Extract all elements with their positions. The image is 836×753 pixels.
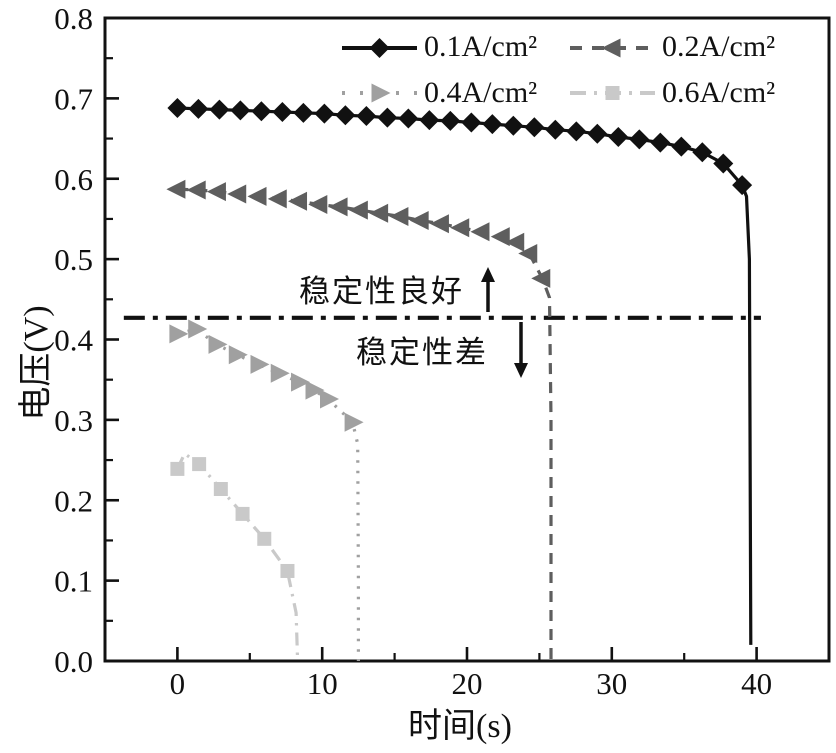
series-marker-1 bbox=[531, 268, 551, 288]
series-marker-1 bbox=[288, 191, 308, 211]
series-marker-0 bbox=[377, 107, 398, 128]
series-line-3 bbox=[175, 451, 300, 662]
annotation-stability-good: 稳定性良好 bbox=[299, 274, 464, 309]
series-marker-3 bbox=[213, 481, 228, 496]
series-marker-0 bbox=[671, 136, 692, 157]
series-marker-1 bbox=[328, 197, 348, 217]
y-tick-label: 0.2 bbox=[54, 483, 93, 518]
series-marker-1 bbox=[490, 227, 510, 247]
series-marker-0 bbox=[188, 98, 209, 119]
x-tick-label: 10 bbox=[307, 666, 338, 701]
series-marker-0 bbox=[167, 98, 188, 119]
y-tick-label: 0.8 bbox=[54, 1, 93, 36]
y-tick-label: 0.0 bbox=[54, 644, 93, 679]
series-marker-0 bbox=[440, 110, 461, 131]
series-marker-1 bbox=[505, 232, 525, 252]
series-marker-2 bbox=[305, 380, 325, 400]
series-marker-0 bbox=[524, 117, 545, 138]
series-marker-0 bbox=[230, 100, 251, 121]
series-marker-0 bbox=[419, 110, 440, 131]
series-marker-0 bbox=[587, 123, 608, 144]
series-marker-1 bbox=[267, 189, 287, 209]
legend-label-0p2: 0.2A/cm² bbox=[662, 30, 776, 63]
x-tick-label: 20 bbox=[452, 666, 483, 701]
series-marker-0 bbox=[503, 115, 524, 136]
series-marker-0 bbox=[545, 119, 566, 140]
series-marker-0 bbox=[314, 103, 335, 124]
series-marker-2 bbox=[250, 354, 270, 374]
series-marker-1 bbox=[348, 200, 368, 220]
series-marker-0 bbox=[356, 106, 377, 127]
legend-sample-marker-2 bbox=[371, 83, 391, 103]
y-tick-label: 0.4 bbox=[54, 323, 93, 358]
series-marker-3 bbox=[192, 457, 207, 472]
series-marker-0 bbox=[335, 105, 356, 126]
x-axis-title: 时间(s) bbox=[408, 708, 512, 745]
series-marker-3 bbox=[280, 563, 295, 578]
series-marker-1 bbox=[308, 194, 328, 214]
legend-sample-marker-1 bbox=[601, 38, 621, 58]
y-axis-title: 电压(V) bbox=[18, 305, 55, 421]
legend-label-0p4: 0.4A/cm² bbox=[424, 76, 538, 109]
series-marker-0 bbox=[713, 153, 734, 174]
series-marker-0 bbox=[209, 99, 230, 120]
x-tick-label: 0 bbox=[170, 666, 186, 701]
series-marker-0 bbox=[608, 126, 629, 147]
series-marker-1 bbox=[206, 182, 226, 202]
x-tick-label: 40 bbox=[741, 666, 772, 701]
series-marker-1 bbox=[389, 207, 409, 227]
series-marker-1 bbox=[409, 211, 429, 231]
series-marker-0 bbox=[251, 101, 272, 122]
series-marker-2 bbox=[291, 372, 311, 392]
y-tick-label: 0.6 bbox=[54, 162, 93, 197]
series-marker-1 bbox=[429, 214, 449, 234]
series-marker-0 bbox=[293, 102, 314, 123]
series-marker-3 bbox=[170, 461, 185, 476]
series-marker-0 bbox=[398, 108, 419, 129]
series-marker-2 bbox=[188, 319, 208, 339]
series-marker-0 bbox=[650, 132, 671, 153]
legend-label-0p6: 0.6A/cm² bbox=[662, 76, 776, 109]
series-marker-1 bbox=[450, 218, 470, 238]
series-marker-2 bbox=[169, 324, 189, 344]
series-marker-1 bbox=[470, 222, 490, 242]
up-arrow-icon bbox=[481, 267, 495, 282]
series-marker-1 bbox=[186, 180, 206, 200]
y-tick-label: 0.3 bbox=[54, 403, 93, 438]
series-marker-1 bbox=[369, 203, 389, 223]
series-marker-3 bbox=[257, 531, 272, 546]
legend-sample-marker-0 bbox=[369, 38, 390, 58]
series-marker-2 bbox=[228, 345, 248, 365]
series-marker-1 bbox=[166, 179, 186, 199]
series-marker-0 bbox=[461, 112, 482, 133]
down-arrow-icon bbox=[514, 363, 528, 378]
series-marker-2 bbox=[344, 412, 364, 432]
series-marker-0 bbox=[566, 121, 587, 142]
y-tick-label: 0.7 bbox=[54, 81, 93, 116]
y-tick-label: 0.1 bbox=[54, 564, 93, 599]
series-marker-2 bbox=[319, 389, 339, 409]
x-tick-label: 30 bbox=[596, 666, 627, 701]
series-marker-2 bbox=[270, 363, 290, 383]
series-marker-0 bbox=[732, 175, 753, 196]
series-marker-1 bbox=[518, 243, 538, 263]
annotation-stability-poor: 稳定性差 bbox=[356, 335, 488, 370]
series-marker-0 bbox=[629, 129, 650, 150]
y-tick-label: 0.5 bbox=[54, 242, 93, 277]
series-marker-0 bbox=[692, 142, 713, 163]
series-marker-3 bbox=[235, 506, 250, 521]
legend-label-0p1: 0.1A/cm² bbox=[424, 30, 538, 63]
legend-sample-marker-3 bbox=[605, 86, 620, 100]
series-line-1 bbox=[177, 187, 553, 661]
series-marker-1 bbox=[247, 186, 267, 206]
series-line-2 bbox=[177, 327, 360, 661]
series-marker-0 bbox=[482, 114, 503, 135]
series-marker-0 bbox=[272, 102, 293, 123]
series-marker-1 bbox=[227, 184, 247, 204]
series-marker-2 bbox=[208, 334, 228, 354]
